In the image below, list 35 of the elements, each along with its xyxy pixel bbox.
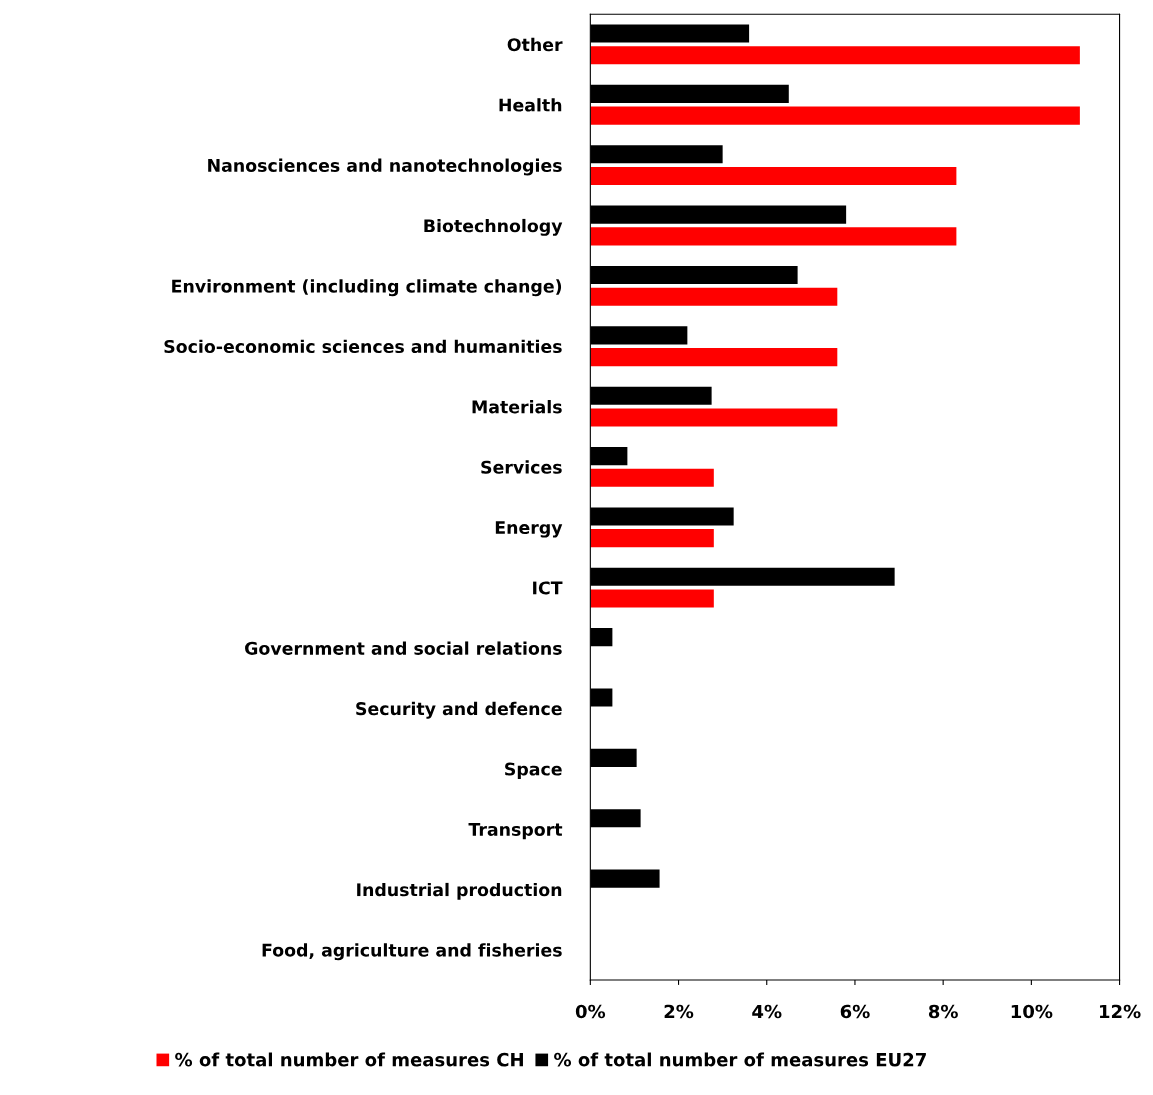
y-tick-label: Space	[505, 762, 562, 779]
legend-label: % of total number of measures EU27	[554, 1052, 926, 1067]
bar	[590, 529, 714, 548]
legend-label: % of total number of measures CH	[175, 1052, 523, 1067]
y-tick-label: Biotechnology	[424, 218, 563, 236]
y-tick-label: Security and defence	[356, 701, 562, 719]
x-tick-label: 0%	[575, 1004, 606, 1019]
y-tick-label: Health	[499, 98, 562, 112]
x-tick-label: 2%	[664, 1004, 694, 1019]
bar	[590, 589, 714, 608]
bar	[590, 106, 1080, 125]
bar	[590, 468, 714, 487]
bar	[590, 166, 957, 186]
x-tick-label: 10%	[1011, 1004, 1053, 1019]
bar	[590, 408, 838, 427]
bar	[590, 287, 838, 306]
y-tick-label: Transport	[468, 823, 563, 840]
bar	[590, 227, 957, 246]
y-tick-label: Services	[481, 460, 562, 474]
y-tick-label: Energy	[495, 521, 563, 538]
x-tick-label: 4%	[752, 1004, 782, 1019]
y-tick-label: Socio-economic sciences and humanities	[164, 339, 562, 354]
x-tick-label: 6%	[840, 1004, 870, 1019]
x-tick-label: 12%	[1099, 1004, 1141, 1019]
y-tick-label: Materials	[472, 399, 562, 414]
x-tick-label: 8%	[928, 1004, 958, 1019]
bar	[590, 46, 1080, 65]
y-tick-label: ICT	[533, 581, 563, 595]
y-tick-label: Food, agriculture and fisheries	[262, 943, 562, 961]
bar	[590, 348, 838, 367]
y-tick-label: Industrial production	[357, 882, 562, 900]
y-tick-label: Other	[507, 37, 563, 52]
y-tick-label: Nanosciences and nanotechnologies	[208, 158, 562, 176]
y-tick-label: Government and social relations	[245, 641, 562, 655]
y-tick-label: Environment (including climate change)	[172, 279, 562, 297]
